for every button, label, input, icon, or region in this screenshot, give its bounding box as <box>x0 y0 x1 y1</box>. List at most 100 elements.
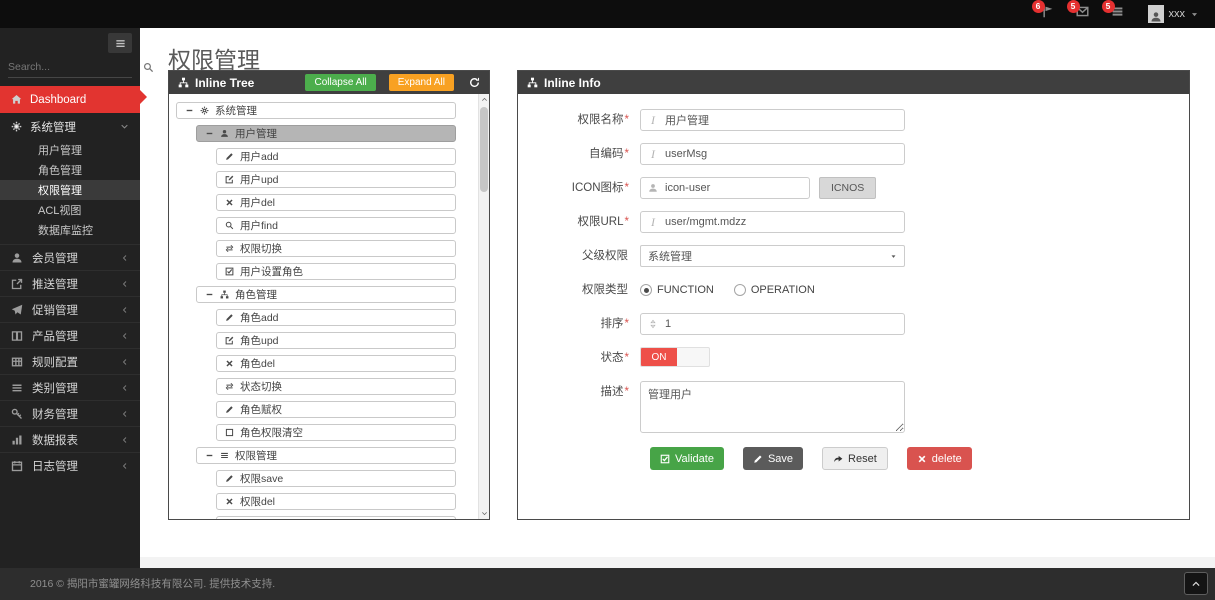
sidebar-subitem-角色管理[interactable]: 角色管理 <box>0 160 140 180</box>
validate-button[interactable]: Validate <box>650 447 724 470</box>
tree-node[interactable]: 用户find <box>216 217 456 234</box>
tree-node[interactable]: 用户add <box>216 148 456 165</box>
radio-checked-icon <box>640 284 652 296</box>
notification-button[interactable]: 5 <box>1066 0 1089 23</box>
tree-node[interactable]: 用户del <box>216 194 456 211</box>
sidebar-nav: Dashboard 系统管理 用户管理 角色管理 权限管理 ACL视图 数据库监… <box>0 86 140 478</box>
chevron-left-icon <box>121 306 129 314</box>
tree-node[interactable]: 角色del <box>216 355 456 372</box>
code-input[interactable] <box>665 144 904 164</box>
permission-name-input[interactable] <box>665 110 904 130</box>
tree-node[interactable]: 角色管理 <box>196 286 456 303</box>
tree-node[interactable]: 权限切换 <box>216 240 456 257</box>
retweet-icon <box>225 382 234 391</box>
tree-node[interactable]: 角色权限清空 <box>216 424 456 441</box>
notification-button[interactable]: 6 <box>1031 0 1054 23</box>
sidebar-item-system[interactable]: 系统管理 <box>0 113 140 140</box>
inline-info-header: Inline Info <box>518 71 1189 94</box>
tree-node[interactable]: 用户管理 <box>196 125 456 142</box>
search-input[interactable] <box>8 57 143 77</box>
tree-node[interactable]: 系统管理 <box>176 102 456 119</box>
expand-all-button[interactable]: Expand All <box>388 74 454 91</box>
tree-node-label: 权限管理 <box>235 450 277 462</box>
notification-count: 5 <box>1101 0 1115 13</box>
sidebar-item-日志管理[interactable]: 日志管理 <box>0 452 140 478</box>
gears-icon <box>11 121 22 132</box>
collapse-all-button[interactable]: Collapse All <box>305 74 376 91</box>
delete-button[interactable]: delete <box>906 447 972 470</box>
sort-input[interactable] <box>665 314 904 334</box>
parent-permission-select[interactable]: 系统管理 <box>640 245 905 267</box>
sidebar-item-财务管理[interactable]: 财务管理 <box>0 400 140 426</box>
permission-form: 权限名称* I 自编码* I <box>518 94 1189 470</box>
sidebar-subitem-ACL视图[interactable]: ACL视图 <box>0 200 140 220</box>
status-toggle[interactable]: ON <box>640 347 710 367</box>
sidebar-item-label: 会员管理 <box>32 252 78 265</box>
radio-function[interactable]: FUNCTION <box>640 284 714 296</box>
search-icon[interactable] <box>143 62 154 73</box>
sidebar-item-dashboard[interactable]: Dashboard <box>0 86 140 113</box>
pencil-icon <box>225 152 234 161</box>
refresh-icon[interactable] <box>469 77 480 88</box>
tree-node[interactable]: 权限del <box>216 493 456 510</box>
radio-operation[interactable]: OPERATION <box>733 284 815 296</box>
scrollbar-thumb[interactable] <box>480 107 488 192</box>
page-title: 权限管理 <box>168 47 260 73</box>
minus-icon[interactable] <box>205 290 214 299</box>
minus-icon[interactable] <box>205 129 214 138</box>
minus-icon[interactable] <box>205 451 214 460</box>
permission-type-radios: FUNCTION OPERATION <box>640 279 815 301</box>
minus-icon[interactable] <box>185 106 194 115</box>
icon-input[interactable] <box>665 178 809 198</box>
tree-node[interactable]: 权限管理 <box>196 447 456 464</box>
pencil-icon <box>225 474 234 483</box>
tree-node[interactable]: 角色upd <box>216 332 456 349</box>
list-icon <box>220 451 229 460</box>
description-textarea[interactable]: 管理用户 <box>640 381 905 433</box>
chevron-up-icon <box>1191 579 1201 589</box>
caret-down-icon <box>890 253 897 260</box>
pencil-icon <box>225 313 234 322</box>
tree-node[interactable]: 用户upd <box>216 171 456 188</box>
field-label: 自编码* <box>589 148 629 160</box>
tree-node[interactable]: 状态切换 <box>216 378 456 395</box>
scroll-top-button[interactable] <box>1184 572 1208 595</box>
scrollbar-up-icon[interactable] <box>479 94 489 105</box>
home-icon <box>11 94 22 105</box>
italic-icon: I <box>651 214 655 229</box>
sidebar-item-推送管理[interactable]: 推送管理 <box>0 270 140 296</box>
sidebar-item-label: 财务管理 <box>32 408 78 421</box>
inline-tree-title: Inline Tree <box>195 75 255 90</box>
sidebar-subitem-用户管理[interactable]: 用户管理 <box>0 140 140 160</box>
sidebar-item-产品管理[interactable]: 产品管理 <box>0 322 140 348</box>
tree-node-label: 用户管理 <box>235 128 277 140</box>
sidebar-item-类别管理[interactable]: 类别管理 <box>0 374 140 400</box>
pencil-icon <box>753 454 763 464</box>
sidebar-item-数据报表[interactable]: 数据报表 <box>0 426 140 452</box>
sidebar-subitem-权限管理[interactable]: 权限管理 <box>0 180 140 200</box>
url-input[interactable] <box>665 212 904 232</box>
field-label: 权限名称* <box>577 114 629 126</box>
pencil-icon <box>225 405 234 414</box>
sort-field <box>640 313 905 335</box>
save-button[interactable]: Save <box>742 447 804 470</box>
tree-node-label: 角色del <box>240 358 276 370</box>
tree-node[interactable]: 角色赋权 <box>216 401 456 418</box>
avatar <box>1147 5 1164 23</box>
icnos-button[interactable]: ICNOS <box>819 177 877 199</box>
tree-node[interactable]: 用户设置角色 <box>216 263 456 280</box>
sidebar-item-促销管理[interactable]: 促销管理 <box>0 296 140 322</box>
sidebar-subitem-数据库监控[interactable]: 数据库监控 <box>0 220 140 240</box>
scrollbar-down-icon[interactable] <box>479 508 489 519</box>
notification-button[interactable]: 5 <box>1101 0 1124 23</box>
tree-scrollbar[interactable] <box>478 94 489 519</box>
sidebar-subitem-label: 用户管理 <box>38 145 82 157</box>
reset-button[interactable]: Reset <box>822 447 888 470</box>
tree-node[interactable]: 提交校验 <box>216 516 456 519</box>
sidebar-item-会员管理[interactable]: 会员管理 <box>0 244 140 270</box>
user-menu[interactable]: xxx <box>1147 5 1200 23</box>
sidebar-collapse-button[interactable] <box>108 33 132 53</box>
tree-node[interactable]: 权限save <box>216 470 456 487</box>
sidebar-item-规则配置[interactable]: 规则配置 <box>0 348 140 374</box>
tree-node[interactable]: 角色add <box>216 309 456 326</box>
